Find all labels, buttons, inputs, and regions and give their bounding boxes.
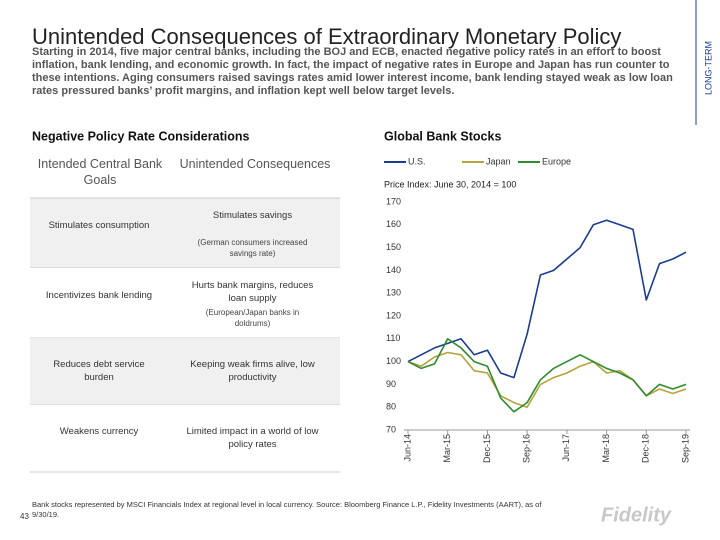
x-tick-label: Dec-18 (641, 434, 651, 463)
x-tick-label: Dec-15 (482, 434, 492, 463)
footnote: Bank stocks represented by MSCI Financia… (32, 500, 542, 519)
table-row (30, 405, 340, 472)
consequence-cell: Stimulates savings (212, 210, 293, 221)
x-tick-label: Sep-16 (522, 434, 532, 463)
x-tick-label: Mar-18 (601, 434, 611, 463)
y-tick-label: 130 (386, 288, 401, 298)
y-tick-label: 160 (386, 219, 401, 229)
legend-label: Europe (542, 156, 571, 166)
goal-cell: Weakens currency (59, 425, 139, 437)
y-tick-label: 140 (386, 265, 401, 275)
goal-cell: Incentivizes bank lending (45, 290, 153, 301)
page-number: 43 (20, 512, 29, 521)
series-line (407, 351, 687, 408)
y-tick-label: 80 (386, 402, 396, 412)
legend-label: Japan (486, 156, 511, 166)
side-bar (696, 0, 720, 540)
table-header: Unintended Consequences (179, 157, 331, 171)
consequence-cell: Limited impact in a world of low policy … (186, 425, 319, 450)
chart-subtitle: Price Index: June 30, 2014 = 100 (384, 179, 516, 189)
y-tick-label: 70 (386, 424, 396, 434)
table-header: Intended Central Bank Goals (37, 157, 163, 187)
x-tick-label: Mar-15 (442, 434, 452, 463)
y-tick-label: 100 (386, 356, 401, 366)
consequence-note: (European/Japan banks in doldrums) (205, 308, 300, 328)
chart-title: Global Bank Stocks (384, 129, 501, 143)
consequence-note: (German consumers increased savings rate… (197, 238, 308, 258)
y-tick-label: 150 (386, 242, 401, 252)
table-row (30, 338, 340, 405)
table-row (30, 268, 340, 338)
consequence-cell: Hurts bank margins, reduces loan supply (191, 280, 314, 304)
goal-cell: Reduces debt service burden (53, 358, 145, 383)
table-row (30, 198, 340, 268)
consequence-cell: Keeping weak firms alive, low productivi… (190, 358, 315, 383)
y-tick-label: 120 (386, 310, 401, 320)
series-line (407, 338, 687, 413)
series-line (407, 219, 687, 379)
intro: Starting in 2014, five major central ban… (32, 46, 673, 97)
goal-cell: Stimulates consumption (48, 220, 150, 231)
x-tick-label: Jun-14 (402, 434, 412, 462)
y-tick-label: 170 (386, 196, 401, 206)
x-tick-label: Jun-17 (561, 434, 571, 462)
legend-label: U.S. (408, 156, 426, 166)
side-label: LONG-TERM (703, 41, 713, 95)
x-tick-label: Sep-19 (680, 434, 690, 463)
y-tick-label: 110 (386, 333, 400, 343)
logo: Fidelity (601, 504, 672, 526)
y-tick-label: 90 (386, 379, 396, 389)
slide-title: Unintended Consequences of Extraordinary… (32, 24, 621, 49)
table-title: Negative Policy Rate Considerations (32, 129, 249, 143)
